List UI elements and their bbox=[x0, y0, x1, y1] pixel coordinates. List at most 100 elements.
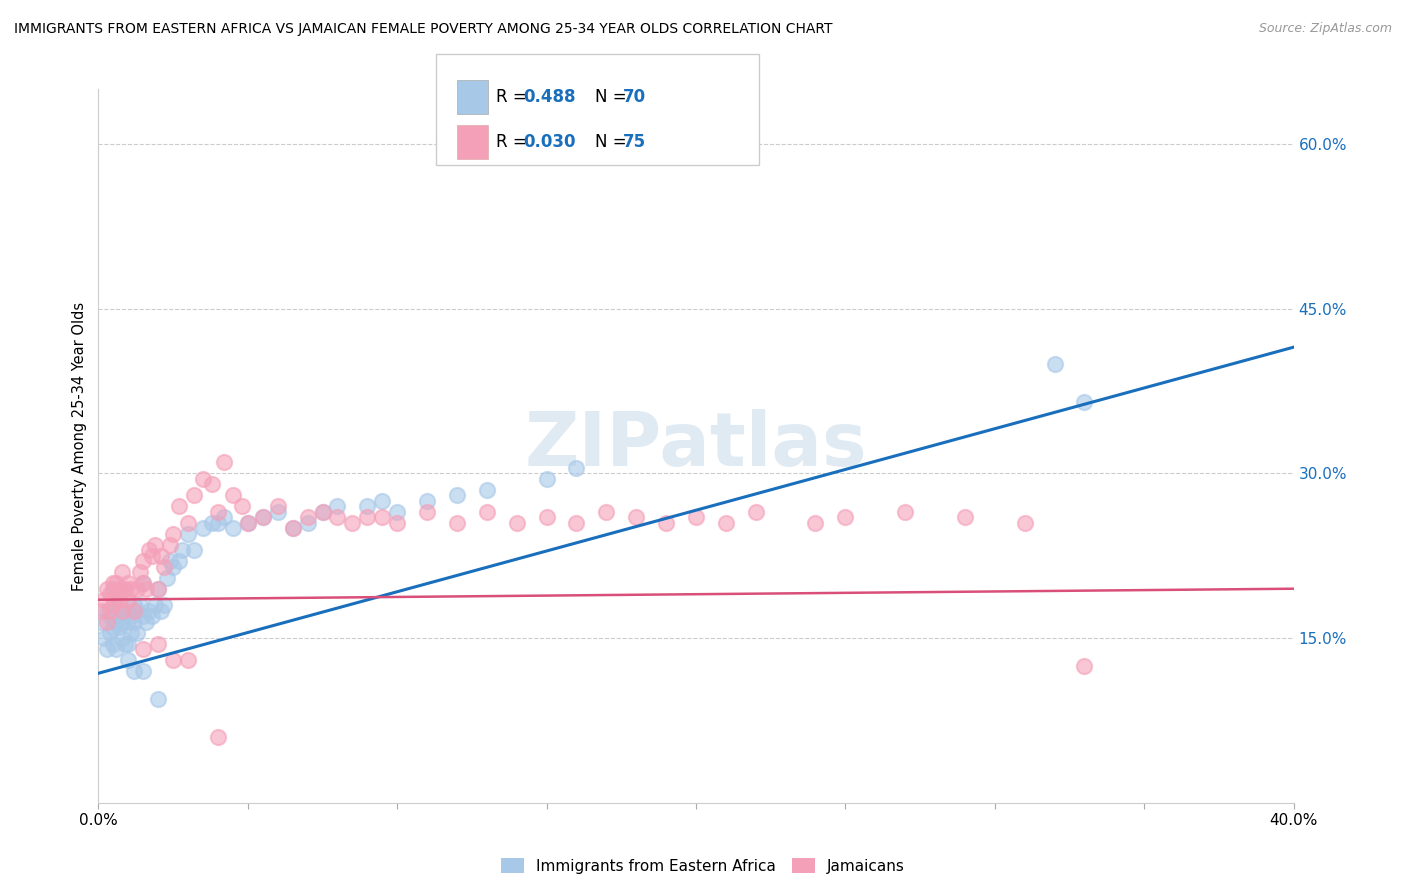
Point bbox=[148, 691, 170, 706]
Point bbox=[183, 488, 205, 502]
Legend: Immigrants from Eastern Africa, Jamaicans: Immigrants from Eastern Africa, Jamaican… bbox=[495, 852, 911, 880]
Point bbox=[141, 609, 163, 624]
Point bbox=[201, 477, 224, 491]
Point bbox=[117, 637, 139, 651]
Point bbox=[129, 566, 152, 580]
Point bbox=[98, 609, 122, 624]
Point bbox=[124, 615, 146, 629]
Point bbox=[267, 505, 290, 519]
Point bbox=[252, 510, 274, 524]
Point bbox=[162, 559, 184, 574]
Point bbox=[111, 566, 134, 580]
Point bbox=[595, 505, 617, 519]
Point bbox=[156, 571, 179, 585]
Point bbox=[281, 521, 304, 535]
Point bbox=[475, 505, 498, 519]
Point bbox=[311, 505, 333, 519]
Text: Source: ZipAtlas.com: Source: ZipAtlas.com bbox=[1258, 22, 1392, 36]
Text: IMMIGRANTS FROM EASTERN AFRICA VS JAMAICAN FEMALE POVERTY AMONG 25-34 YEAR OLDS : IMMIGRANTS FROM EASTERN AFRICA VS JAMAIC… bbox=[14, 22, 832, 37]
Point bbox=[103, 576, 125, 591]
Point bbox=[103, 637, 125, 651]
Point bbox=[132, 642, 155, 657]
Point bbox=[103, 620, 125, 634]
Point bbox=[98, 625, 122, 640]
Point bbox=[153, 559, 176, 574]
Point bbox=[371, 510, 394, 524]
Point bbox=[183, 543, 205, 558]
Point bbox=[252, 510, 274, 524]
Point bbox=[132, 554, 155, 568]
Point bbox=[159, 538, 181, 552]
Point bbox=[565, 461, 588, 475]
Point bbox=[1014, 516, 1036, 530]
Point bbox=[536, 472, 558, 486]
Point bbox=[108, 620, 131, 634]
Point bbox=[96, 642, 118, 657]
Point bbox=[356, 510, 378, 524]
Point bbox=[475, 483, 498, 497]
Point bbox=[565, 516, 588, 530]
Point bbox=[385, 516, 409, 530]
Point bbox=[111, 604, 134, 618]
Point bbox=[114, 604, 136, 618]
Point bbox=[105, 576, 128, 591]
Point bbox=[117, 592, 139, 607]
Point bbox=[1073, 395, 1095, 409]
Point bbox=[93, 592, 115, 607]
Point bbox=[114, 582, 136, 596]
Point bbox=[132, 576, 155, 591]
Point bbox=[127, 625, 149, 640]
Y-axis label: Female Poverty Among 25-34 Year Olds: Female Poverty Among 25-34 Year Olds bbox=[72, 301, 87, 591]
Point bbox=[167, 500, 190, 514]
Point bbox=[124, 664, 146, 678]
Text: N =: N = bbox=[595, 133, 631, 151]
Point bbox=[231, 500, 253, 514]
Point bbox=[685, 510, 707, 524]
Text: 0.488: 0.488 bbox=[523, 88, 575, 106]
Point bbox=[108, 592, 131, 607]
Point bbox=[222, 521, 245, 535]
Point bbox=[311, 505, 333, 519]
Point bbox=[129, 598, 152, 612]
Point bbox=[124, 598, 146, 612]
Point bbox=[177, 516, 200, 530]
Point bbox=[207, 516, 229, 530]
Point bbox=[150, 604, 173, 618]
Point bbox=[90, 604, 112, 618]
Point bbox=[90, 615, 112, 629]
Point bbox=[111, 615, 134, 629]
Point bbox=[117, 615, 139, 629]
Point bbox=[148, 582, 170, 596]
Point bbox=[153, 598, 176, 612]
Point bbox=[1043, 357, 1066, 371]
Point bbox=[138, 604, 160, 618]
Point bbox=[371, 494, 394, 508]
Point bbox=[326, 510, 349, 524]
Point bbox=[162, 526, 184, 541]
Point bbox=[105, 604, 128, 618]
Point bbox=[222, 488, 245, 502]
Point bbox=[356, 500, 378, 514]
Point bbox=[162, 653, 184, 667]
Point bbox=[143, 538, 166, 552]
Text: ZIPatlas: ZIPatlas bbox=[524, 409, 868, 483]
Point bbox=[108, 598, 131, 612]
Point bbox=[1073, 658, 1095, 673]
Point bbox=[201, 516, 224, 530]
Point bbox=[138, 543, 160, 558]
Point bbox=[127, 582, 149, 596]
Point bbox=[127, 604, 149, 618]
Point bbox=[267, 500, 290, 514]
Point bbox=[141, 549, 163, 563]
Point bbox=[108, 582, 131, 596]
Point bbox=[143, 598, 166, 612]
Point bbox=[506, 516, 529, 530]
Point bbox=[212, 510, 235, 524]
Point bbox=[132, 609, 155, 624]
Point bbox=[120, 609, 142, 624]
Point bbox=[103, 582, 125, 596]
Point bbox=[111, 582, 134, 596]
Point bbox=[416, 505, 439, 519]
Point bbox=[98, 587, 122, 601]
Point bbox=[446, 488, 468, 502]
